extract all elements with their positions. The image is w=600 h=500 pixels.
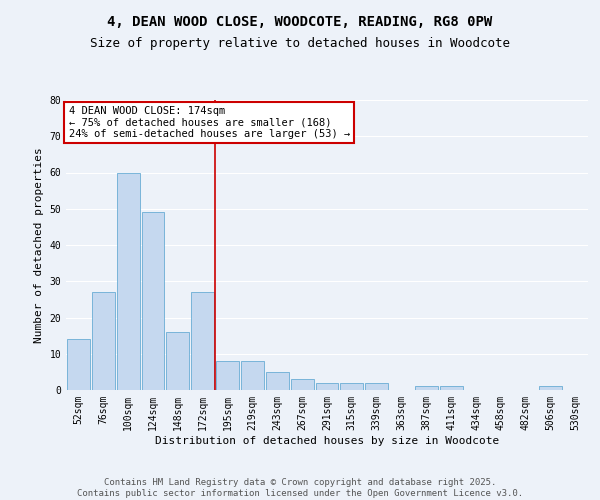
Bar: [539, 386, 562, 390]
Y-axis label: Number of detached properties: Number of detached properties: [34, 147, 44, 343]
Bar: [415, 386, 438, 390]
Bar: [340, 383, 363, 390]
Bar: [191, 292, 214, 390]
Bar: [440, 386, 463, 390]
Bar: [166, 332, 189, 390]
Bar: [291, 379, 314, 390]
Text: 4 DEAN WOOD CLOSE: 174sqm
← 75% of detached houses are smaller (168)
24% of semi: 4 DEAN WOOD CLOSE: 174sqm ← 75% of detac…: [68, 106, 350, 139]
Bar: [117, 172, 140, 390]
Text: Size of property relative to detached houses in Woodcote: Size of property relative to detached ho…: [90, 38, 510, 51]
Text: 4, DEAN WOOD CLOSE, WOODCOTE, READING, RG8 0PW: 4, DEAN WOOD CLOSE, WOODCOTE, READING, R…: [107, 15, 493, 29]
Bar: [316, 383, 338, 390]
Bar: [365, 383, 388, 390]
Bar: [92, 292, 115, 390]
X-axis label: Distribution of detached houses by size in Woodcote: Distribution of detached houses by size …: [155, 436, 499, 446]
Bar: [241, 361, 264, 390]
Bar: [142, 212, 164, 390]
Bar: [67, 339, 90, 390]
Bar: [266, 372, 289, 390]
Bar: [216, 361, 239, 390]
Text: Contains HM Land Registry data © Crown copyright and database right 2025.
Contai: Contains HM Land Registry data © Crown c…: [77, 478, 523, 498]
